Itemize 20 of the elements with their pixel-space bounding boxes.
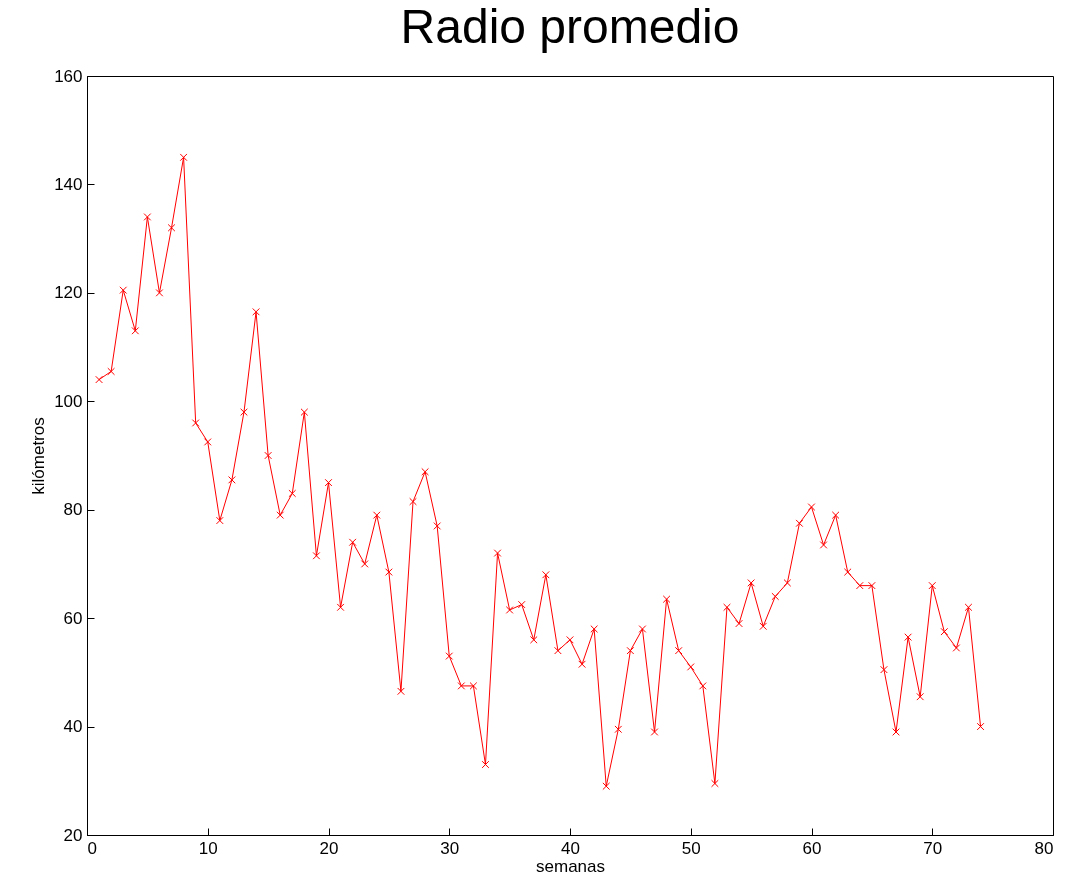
x-tick-label: 0: [87, 838, 97, 858]
chart-title: Radio promedio: [400, 0, 740, 53]
y-tick-label: 80: [63, 500, 83, 520]
x-tick-label: 30: [440, 838, 460, 858]
y-axis-title: kilómetros: [29, 417, 49, 495]
x-tick-label: 80: [1034, 838, 1054, 858]
y-tick-label: 140: [54, 174, 83, 194]
x-tick-label: 70: [923, 838, 943, 858]
x-tick-label: 10: [198, 838, 218, 858]
y-tick-label: 20: [63, 825, 83, 845]
x-tick-label: 40: [561, 838, 580, 858]
y-tick-label: 60: [63, 608, 83, 628]
y-tick-label: 120: [54, 283, 83, 303]
y-tick-label: 100: [54, 391, 83, 411]
x-axis-title: semanas: [536, 856, 605, 876]
x-tick-label: 60: [802, 838, 822, 858]
y-tick-label: 40: [63, 717, 83, 737]
x-tick-label: 50: [681, 838, 701, 858]
y-tick-label: 160: [54, 66, 83, 86]
x-tick-label: 20: [319, 838, 339, 858]
